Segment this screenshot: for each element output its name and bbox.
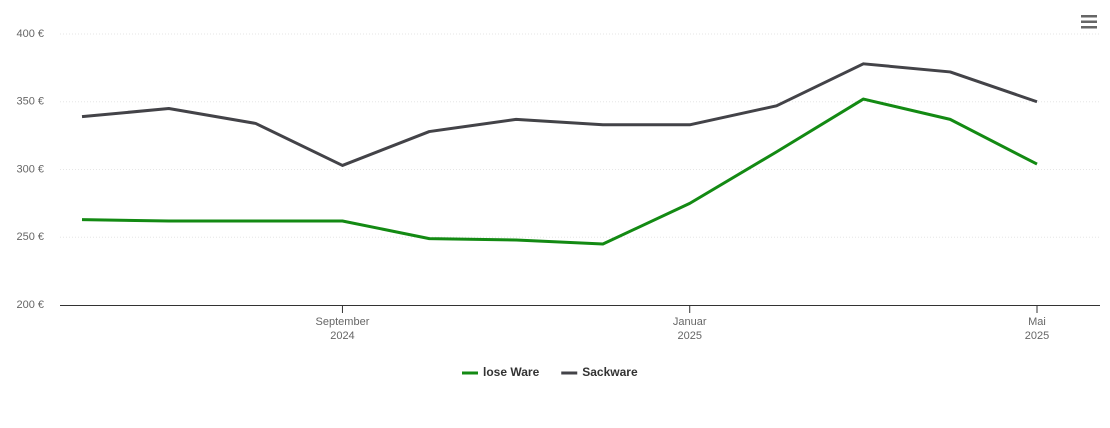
y-tick-label: 250 €	[16, 231, 44, 243]
menu-bar	[1081, 26, 1097, 29]
x-tick-label: September	[316, 316, 370, 328]
x-tick-label: 2025	[677, 330, 701, 342]
menu-bar	[1081, 20, 1097, 23]
y-tick-label: 300 €	[16, 163, 44, 175]
y-tick-label: 200 €	[16, 299, 44, 311]
legend: lose Ware Sackware	[462, 365, 638, 379]
legend-item[interactable]: lose Ware	[462, 365, 540, 379]
x-tick-label: Mai	[1028, 316, 1046, 328]
legend-label: Sackware	[582, 365, 638, 379]
menu-button[interactable]	[1078, 12, 1100, 32]
y-tick-label: 400 €	[16, 28, 44, 40]
series-line	[81, 62, 1038, 167]
x-tick-label: 2024	[330, 330, 354, 342]
legend-label: lose Ware	[483, 365, 540, 379]
y-tick-label: 350 €	[16, 96, 44, 108]
series-line	[81, 97, 1038, 246]
x-tick-label: Januar	[673, 316, 707, 328]
legend-item[interactable]: Sackware	[561, 365, 638, 379]
x-tick-label: 2025	[1025, 330, 1049, 342]
menu-bar	[1081, 15, 1097, 18]
